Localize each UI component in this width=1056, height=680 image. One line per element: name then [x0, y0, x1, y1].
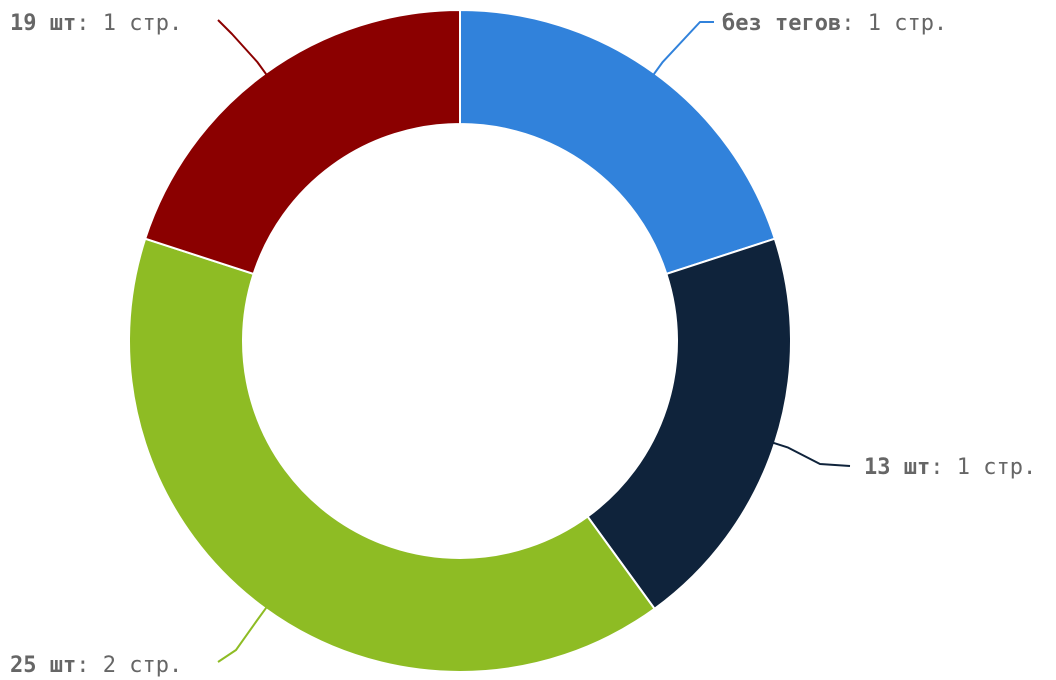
- slice-label-value: : 1 стр.: [930, 455, 1036, 480]
- slice-label-value: : 2 стр.: [76, 653, 182, 678]
- slice-label-value: : 1 стр.: [76, 11, 182, 36]
- slice-label: 19 шт: 1 стр.: [10, 11, 182, 36]
- slice-label-name: 13 шт: [864, 455, 930, 480]
- leader-line: [652, 21, 714, 76]
- labels-layer: без тегов: 1 стр.13 шт: 1 стр.25 шт: 2 с…: [10, 11, 1036, 678]
- donut-slice[interactable]: [586, 237, 793, 611]
- donut-slice[interactable]: [459, 8, 777, 276]
- slice-label-name: без тегов: [722, 11, 841, 36]
- donut-slice[interactable]: [128, 237, 656, 673]
- leader-line: [217, 19, 268, 76]
- slice-label-value: : 1 стр.: [841, 11, 947, 36]
- donut-slice[interactable]: [143, 8, 461, 276]
- slices-layer: [128, 8, 793, 673]
- slice-label-name: 19 шт: [10, 11, 76, 36]
- leader-lines-layer: [217, 19, 851, 663]
- slice-label: 25 шт: 2 стр.: [10, 653, 182, 678]
- leader-line: [772, 441, 851, 467]
- slice-label-name: 25 шт: [10, 653, 76, 678]
- leader-line: [217, 606, 268, 663]
- slice-label: 13 шт: 1 стр.: [864, 455, 1036, 480]
- slice-label: без тегов: 1 стр.: [722, 11, 947, 36]
